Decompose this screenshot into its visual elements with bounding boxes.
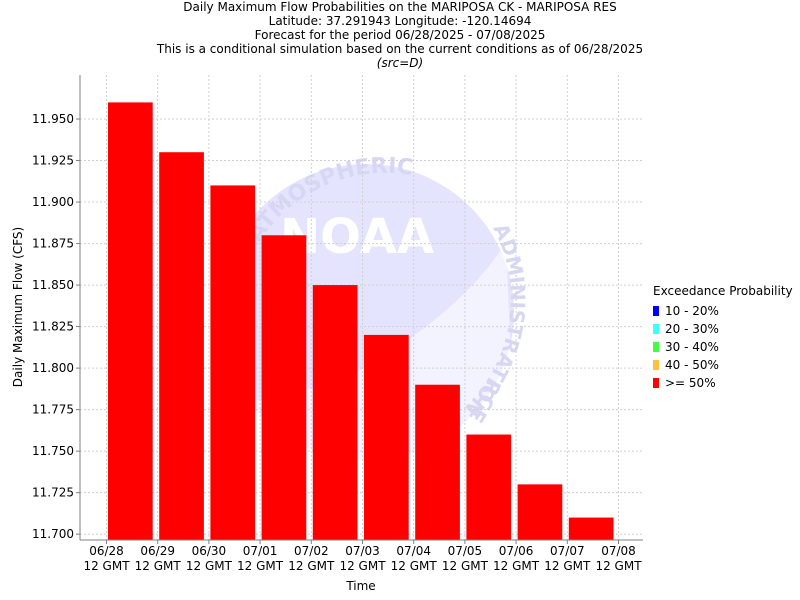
legend-title: Exceedance Probability xyxy=(653,284,793,298)
legend-label: 40 - 50% xyxy=(665,358,719,372)
bar xyxy=(312,285,358,540)
legend: Exceedance Probability 10 - 20% 20 - 30% 3… xyxy=(653,284,793,392)
chart-title-line1: Daily Maximum Flow Probabilities on the … xyxy=(183,0,617,14)
x-tick-label-time: 12 GMT xyxy=(186,559,233,573)
legend-item: 20 - 30% xyxy=(653,320,793,338)
legend-label: >= 50% xyxy=(665,376,716,390)
bar xyxy=(415,384,460,540)
x-tick-label-date: 06/28 xyxy=(89,544,124,558)
x-tick-label-time: 12 GMT xyxy=(135,559,182,573)
bar xyxy=(466,434,512,540)
legend-swatch xyxy=(653,306,659,316)
x-tick-label-time: 12 GMT xyxy=(83,559,130,573)
y-tick-label: 11.775 xyxy=(32,403,74,417)
x-tick-label-date: 07/04 xyxy=(396,544,431,558)
x-tick-label-time: 12 GMT xyxy=(237,559,284,573)
y-tick-label: 11.875 xyxy=(32,237,74,251)
x-tick-label-date: 07/01 xyxy=(243,544,278,558)
legend-items: 10 - 20% 20 - 30% 30 - 40% 40 - 50% >= 50% xyxy=(653,302,793,392)
legend-label: 10 - 20% xyxy=(665,304,719,318)
x-tick-label-time: 12 GMT xyxy=(391,559,438,573)
legend-label: 30 - 40% xyxy=(665,340,719,354)
x-tick-label-time: 12 GMT xyxy=(339,559,386,573)
x-tick-label-date: 06/30 xyxy=(192,544,227,558)
chart-titles: Daily Maximum Flow Probabilities on the … xyxy=(0,0,800,70)
y-tick-label: 11.725 xyxy=(32,486,74,500)
y-tick-label: 11.950 xyxy=(32,112,74,126)
x-tick-label-date: 06/29 xyxy=(140,544,175,558)
legend-swatch xyxy=(653,360,659,370)
bar xyxy=(159,152,204,541)
x-tick-label-date: 07/03 xyxy=(345,544,380,558)
bars xyxy=(108,102,614,541)
y-axis-label: Daily Maximum Flow (CFS) xyxy=(11,227,25,387)
legend-item: 40 - 50% xyxy=(653,356,793,374)
bar xyxy=(261,235,307,541)
bar xyxy=(210,185,256,540)
x-tick-label-date: 07/07 xyxy=(550,544,585,558)
x-tick-label-time: 12 GMT xyxy=(442,559,489,573)
y-tick-label: 11.825 xyxy=(32,320,74,334)
legend-swatch xyxy=(653,378,659,388)
y-tick-label: 11.900 xyxy=(32,195,74,209)
chart-title-line3: Forecast for the period 06/28/2025 - 07/… xyxy=(254,28,546,42)
chart-title-line5: (src=D) xyxy=(376,56,424,70)
bar xyxy=(517,484,563,540)
x-tick-label-time: 12 GMT xyxy=(544,559,591,573)
bar xyxy=(568,517,614,540)
chart-title-line2: Latitude: 37.291943 Longitude: -120.1469… xyxy=(268,14,532,28)
legend-swatch xyxy=(653,342,659,352)
x-tick-label-date: 07/02 xyxy=(294,544,329,558)
y-tick-label: 11.750 xyxy=(32,444,74,458)
legend-item: 10 - 20% xyxy=(653,302,793,320)
x-tick-label-time: 12 GMT xyxy=(288,559,335,573)
y-tick-label: 11.700 xyxy=(32,527,74,541)
x-tick-label-time: 12 GMT xyxy=(595,559,642,573)
bar xyxy=(108,102,153,540)
legend-item: 30 - 40% xyxy=(653,338,793,356)
x-axis-label: Time xyxy=(345,579,375,593)
x-tick-label-time: 12 GMT xyxy=(493,559,540,573)
x-tick-label-date: 07/08 xyxy=(601,544,636,558)
bar xyxy=(364,334,409,540)
legend-label: 20 - 30% xyxy=(665,322,719,336)
axes: 11.700 11.725 11.750 11.775 11.800 11.825 11.8… xyxy=(32,75,643,573)
y-tick-label: 11.850 xyxy=(32,278,74,292)
chart-title-line4: This is a conditional simulation based o… xyxy=(156,42,644,56)
legend-swatch xyxy=(653,324,659,334)
y-tick-label: 11.925 xyxy=(32,154,74,168)
y-tick-label: 11.800 xyxy=(32,361,74,375)
x-tick-label-date: 07/06 xyxy=(499,544,534,558)
legend-item: >= 50% xyxy=(653,374,793,392)
x-tick-label-date: 07/05 xyxy=(448,544,483,558)
